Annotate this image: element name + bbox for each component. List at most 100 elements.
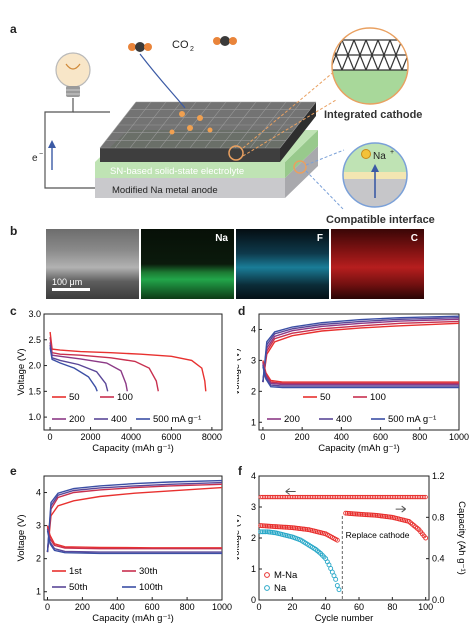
capacity-point-0 — [351, 511, 357, 517]
x-tick-label: 800 — [412, 432, 427, 442]
series-line-6 — [262, 361, 459, 384]
chart-d: 0 200 400 600 800 1000 1 2 3 4 Capacity (mAh g⁻¹) V… — [237, 313, 469, 454]
y-tick-label: 4 — [36, 488, 41, 498]
x-tick-label: 600 — [373, 432, 388, 442]
capacity-point-0 — [278, 524, 284, 530]
capacity-point-0 — [274, 524, 280, 530]
legend-marker — [264, 585, 270, 591]
legend-label: 50 — [320, 392, 331, 403]
y-tick-label: 1.0 — [28, 412, 41, 422]
svg-text:+: + — [390, 149, 394, 156]
left-axis-arrow — [285, 488, 296, 495]
x-tick-label: 8000 — [202, 432, 222, 442]
x-tick-label: 200 — [75, 602, 90, 612]
integrated-cathode-title: Integrated cathode — [324, 109, 422, 121]
series-line-4 — [262, 315, 460, 383]
legend-label: 1st — [69, 566, 82, 577]
capacity-point-0 — [369, 512, 375, 518]
legend-label: 200 — [69, 414, 85, 425]
chart-e: 0 200 400 600 800 1000 1 2 3 4 Capacity (mAh g⁻¹) V… — [16, 475, 232, 624]
scale-bar — [52, 288, 90, 291]
svg-text:−: − — [39, 151, 43, 158]
capacity-point-0 — [358, 511, 364, 517]
na-map: Na — [141, 229, 234, 299]
capacity-point-0 — [334, 537, 340, 543]
capacity-point-0 — [423, 535, 429, 541]
legend-label: M-Na — [274, 570, 298, 581]
y-tick-label: 4 — [251, 471, 256, 481]
y-axis-label: Voltage (V) — [237, 515, 242, 562]
capacity-point-1 — [263, 529, 269, 535]
plot-frame — [43, 475, 223, 601]
y-tick-label: 3.0 — [28, 309, 41, 319]
x-tick-label: 800 — [180, 602, 195, 612]
series-line-0 — [46, 486, 223, 553]
series-line-7 — [262, 363, 459, 386]
x-tick-label: 80 — [387, 602, 397, 612]
series-line-2 — [46, 481, 223, 553]
panel-letter-e: e — [10, 464, 17, 478]
right-axis-arrow — [395, 505, 406, 513]
capacity-point-0 — [349, 511, 355, 517]
x-tick-label: 40 — [321, 602, 331, 612]
capacity-point-0 — [273, 524, 279, 530]
series-line-1 — [46, 483, 223, 553]
x-tick-label: 0 — [48, 432, 53, 442]
legend-label: 50 — [69, 392, 80, 403]
x-tick-label: 1000 — [449, 432, 469, 442]
y-axis-label: Voltage (V) — [16, 349, 27, 396]
series-line-2 — [49, 342, 128, 392]
legend-label: 30th — [139, 566, 158, 577]
x-tick-label: 400 — [110, 602, 125, 612]
plot-frame — [258, 313, 460, 431]
plot-frame — [43, 313, 223, 431]
y2-axis-label: Capacity (Ah g⁻¹) — [456, 501, 467, 575]
capacity-point-0 — [268, 523, 274, 529]
capacity-point-0 — [359, 511, 365, 517]
y-tick-label: 1 — [36, 587, 41, 597]
x-tick-label: 2000 — [81, 432, 101, 442]
capacity-point-0 — [363, 512, 369, 518]
y-tick-label: 2.0 — [28, 361, 41, 371]
electrolyte-label: SN-based solid-state electrolyte — [110, 166, 244, 177]
y-tick-label: 3 — [251, 502, 256, 512]
capacity-point-1 — [261, 529, 267, 535]
x-tick-label: 400 — [334, 432, 349, 442]
y-tick-label: 2 — [251, 533, 256, 543]
capacity-point-0 — [284, 524, 290, 530]
legend-label: 100th — [139, 582, 163, 593]
legend-label: 200 — [284, 414, 300, 425]
capacity-point-0 — [276, 524, 282, 530]
x-tick-label: 20 — [287, 602, 297, 612]
schematic-figure: e − CO 2 SN-based solid-state electrolyt… — [32, 27, 435, 225]
f-map: F — [236, 229, 329, 299]
x-axis-label: Capacity (mAh g⁻¹) — [318, 443, 400, 454]
capacity-point-0 — [346, 511, 352, 516]
x-tick-label: 100 — [418, 602, 433, 612]
f-map-tag: F — [316, 233, 323, 244]
legend-label: 400 — [111, 414, 127, 425]
capacity-point-0 — [263, 523, 269, 529]
replace-cathode-label: Replace cathode — [346, 530, 410, 540]
light-bulb-icon — [55, 52, 91, 97]
y2-tick-label: 1.2 — [432, 471, 445, 481]
panel-letter-c: c — [10, 304, 17, 318]
series-line-0 — [49, 331, 207, 392]
y-tick-label: 1 — [251, 417, 256, 427]
voltage-point — [421, 494, 427, 500]
capacity-point-0 — [361, 512, 367, 517]
capacity-point-1 — [259, 529, 265, 535]
series-line-3 — [262, 317, 460, 383]
capacity-point-1 — [333, 576, 339, 582]
series-line-4 — [49, 347, 98, 392]
legend-label: 400 — [336, 414, 352, 425]
y2-tick-label: 0.4 — [432, 554, 445, 564]
capacity-point-0 — [344, 510, 350, 516]
panel-letter-a: a — [10, 22, 17, 36]
series-line-9 — [262, 366, 459, 389]
y2-tick-label: 0.0 — [432, 595, 445, 605]
series-line-4 — [46, 525, 222, 549]
capacity-point-0 — [266, 523, 272, 529]
anode-label: Modified Na metal anode — [112, 185, 218, 196]
x-axis-label: Cycle number — [315, 613, 374, 624]
